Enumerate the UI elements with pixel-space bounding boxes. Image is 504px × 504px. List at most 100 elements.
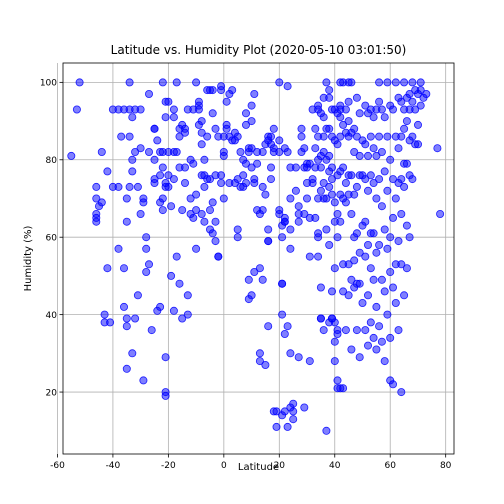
- scatter-point: [92, 194, 101, 203]
- scatter-point: [142, 233, 151, 242]
- scatter-point: [333, 329, 342, 338]
- scatter-point: [386, 267, 395, 276]
- scatter-point: [291, 186, 300, 195]
- scatter-point: [361, 101, 370, 110]
- scatter-point: [294, 202, 303, 211]
- scatter-point: [250, 178, 259, 187]
- scatter-point: [308, 175, 317, 184]
- scatter-point: [405, 233, 414, 242]
- scatter-point: [363, 186, 372, 195]
- scatter-point: [172, 78, 181, 87]
- scatter-point: [388, 105, 397, 114]
- scatter-point: [327, 190, 336, 199]
- x-tick-label: 80: [440, 461, 452, 471]
- scatter-point: [380, 357, 389, 366]
- scatter-point: [436, 209, 445, 218]
- scatter-point: [300, 403, 309, 412]
- scatter-point: [92, 182, 101, 191]
- scatter-point: [208, 229, 217, 238]
- scatter-point: [233, 225, 242, 234]
- scatter-point: [297, 132, 306, 141]
- scatter-point: [383, 78, 392, 87]
- scatter-point: [100, 310, 109, 319]
- scatter-point: [250, 267, 259, 276]
- scatter-point: [363, 291, 372, 300]
- scatter-point: [258, 182, 267, 191]
- scatter-point: [361, 175, 370, 184]
- scatter-point: [258, 147, 267, 156]
- scatter-point: [311, 213, 320, 222]
- scatter-point: [366, 171, 375, 180]
- scatter-point: [355, 353, 364, 362]
- scatter-point: [278, 279, 287, 288]
- scatter-point: [305, 252, 314, 261]
- x-axis-ticks: -60 -40 -20 0 20 40 60 80: [50, 454, 452, 471]
- scatter-point: [142, 267, 151, 276]
- scatter-point: [330, 337, 339, 346]
- scatter-point: [405, 90, 414, 99]
- scatter-point: [283, 147, 292, 156]
- scatter-point: [161, 113, 170, 122]
- scatter-point: [397, 97, 406, 106]
- scatter-point: [211, 237, 220, 246]
- scatter-point: [386, 233, 395, 242]
- scatter-point: [347, 78, 356, 87]
- scatter-point: [120, 264, 129, 273]
- scatter-point: [192, 244, 201, 253]
- scatter-point: [275, 78, 284, 87]
- scatter-point: [380, 113, 389, 122]
- scatter-point: [344, 117, 353, 126]
- scatter-point: [341, 178, 350, 187]
- scatter-point: [278, 233, 287, 242]
- scatter-point: [339, 384, 348, 393]
- scatter-point: [156, 171, 165, 180]
- y-tick-label: 100: [40, 79, 57, 89]
- scatter-point: [247, 291, 256, 300]
- scatter-point: [433, 144, 442, 153]
- scatter-point: [136, 105, 145, 114]
- scatter-point: [153, 136, 162, 145]
- scatter-point: [222, 97, 231, 106]
- scatter-point: [192, 190, 201, 199]
- scatter-point: [197, 117, 206, 126]
- scatter-point: [380, 287, 389, 296]
- scatter-point: [352, 93, 361, 102]
- y-axis-label: Humidity (%): [23, 225, 34, 291]
- scatter-point: [391, 298, 400, 307]
- scatter-point: [205, 206, 214, 215]
- scatter-point: [161, 391, 170, 400]
- scatter-point: [247, 144, 256, 153]
- scatter-point: [394, 326, 403, 335]
- scatter-point: [139, 194, 148, 203]
- scatter-point: [319, 132, 328, 141]
- scatter-point: [67, 151, 76, 160]
- scatter-point: [264, 322, 273, 331]
- scatter-point: [266, 175, 275, 184]
- scatter-point: [339, 287, 348, 296]
- scatter-point: [377, 337, 386, 346]
- scatter-point: [172, 252, 181, 261]
- scatter-point: [255, 349, 264, 358]
- x-tick-label: 40: [329, 461, 341, 471]
- scatter-point: [322, 78, 331, 87]
- scatter-point: [311, 124, 320, 133]
- scatter-point: [122, 322, 131, 331]
- scatter-point: [219, 194, 228, 203]
- scatter-point: [319, 178, 328, 187]
- scatter-point: [352, 326, 361, 335]
- scatter-point: [147, 326, 156, 335]
- scatter-point: [319, 326, 328, 335]
- scatter-point: [377, 147, 386, 156]
- scatter-point: [350, 124, 359, 133]
- scatter-point: [264, 237, 273, 246]
- scatter-point: [400, 78, 409, 87]
- scatter-point: [169, 113, 178, 122]
- scatter-point: [400, 291, 409, 300]
- scatter-point: [366, 132, 375, 141]
- scatter-point: [325, 240, 334, 249]
- scatter-point: [355, 109, 364, 118]
- scatter-point: [355, 279, 364, 288]
- scatter-point: [375, 78, 384, 87]
- scatter-point: [358, 298, 367, 307]
- scatter-point: [197, 140, 206, 149]
